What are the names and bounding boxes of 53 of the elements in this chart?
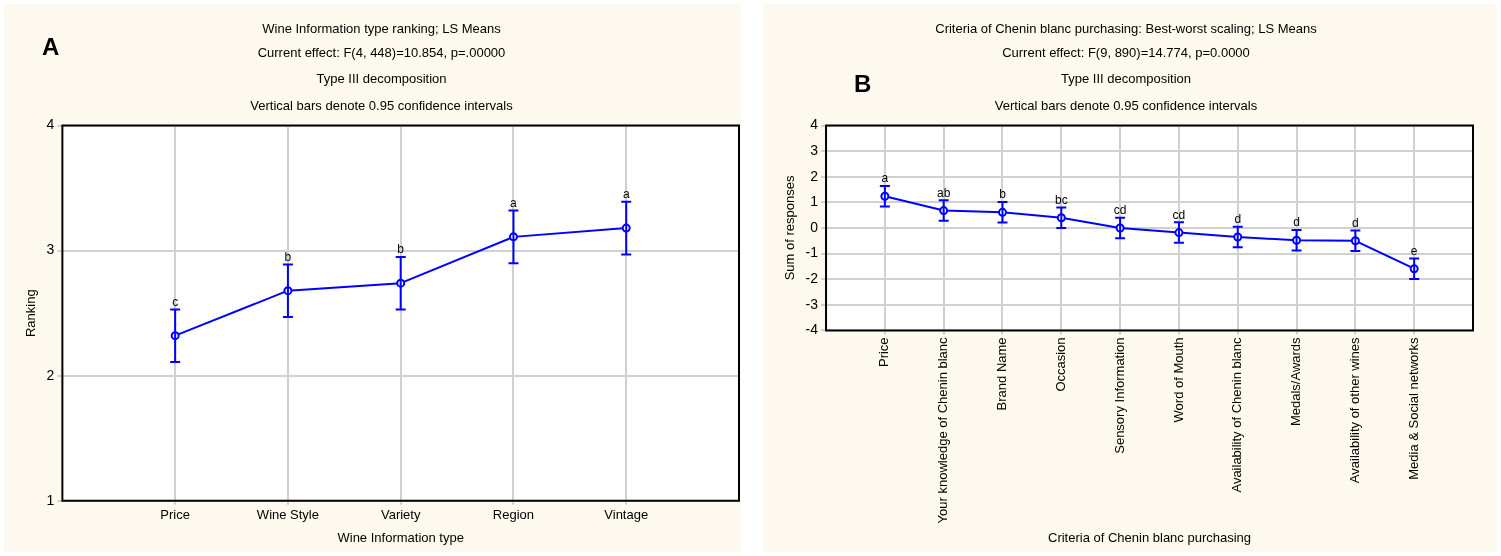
- y-axis-title: Ranking: [23, 289, 39, 338]
- x-tick-label: Occasion: [1052, 337, 1068, 392]
- x-axis-title: Criteria of Chenin blanc purchasing: [1047, 529, 1252, 545]
- annotation: a: [881, 171, 889, 186]
- x-tick-label: Availability of Chenin blanc: [1229, 336, 1245, 493]
- x-tick-label: Variety: [380, 507, 421, 523]
- x-tick-label: Price: [160, 507, 190, 523]
- x-tick-label: Word of Mouth: [1170, 337, 1186, 423]
- x-tick-label: Media & Social networks: [1405, 336, 1421, 480]
- x-axis-title: Wine Information type: [337, 529, 464, 545]
- y-axis-title: Sum of responses: [782, 175, 798, 281]
- annotation: b: [999, 187, 1007, 202]
- chart-subtitle: Current effect: F(9, 890)=14.774, p=0.0000 Type III decomposition Vertical bars denote 0.95 confidence intervals: [994, 44, 1258, 113]
- x-tick-label: Your knowledge of Chenin blanc: [935, 336, 951, 524]
- y-tick-label: 4: [810, 116, 819, 133]
- y-tick-label: 1: [810, 193, 819, 210]
- x-tick-label: Medals/Awards: [1288, 336, 1304, 427]
- annotation: d: [1234, 212, 1242, 227]
- annotation: cd: [1172, 207, 1186, 222]
- x-tick-label: Brand Name: [994, 337, 1010, 411]
- y-tick-label: 4: [46, 116, 55, 133]
- y-tick-label: -2: [805, 270, 819, 287]
- annotation: ab: [937, 185, 951, 200]
- annotation: bc: [1054, 192, 1068, 207]
- text: A: [42, 33, 60, 60]
- y-tick-label: 3: [810, 142, 819, 159]
- y-tick-label: 2: [46, 366, 55, 383]
- chart-title: Criteria of Chenin blanc purchasing: Best-worst scaling; LS Means: [935, 21, 1318, 37]
- x-tick-label: Vintage: [604, 507, 649, 523]
- text: B: [854, 70, 872, 97]
- y-tick-label: 0: [810, 218, 819, 235]
- y-tick-label: 2: [810, 167, 819, 184]
- annotation: a: [622, 187, 630, 202]
- y-tick-label: -3: [805, 295, 819, 312]
- y-tick-label: -4: [805, 321, 819, 338]
- y-tick-label: 1: [46, 491, 55, 508]
- x-tick-label: Region: [492, 507, 535, 523]
- annotation: e: [1410, 243, 1418, 258]
- y-tick-label: -1: [805, 244, 819, 261]
- annotation: c: [172, 294, 179, 309]
- annotation: cd: [1113, 203, 1127, 218]
- chart-subtitle: Current effect: F(4, 448)=10.854, p=.00000 Type III decomposition Vertical bars denote 0.95 confidence intervals: [250, 44, 514, 113]
- annotation: b: [397, 242, 405, 257]
- annotation: d: [1352, 215, 1359, 230]
- annotation: b: [284, 249, 292, 264]
- x-tick-label: Price: [876, 337, 892, 368]
- chart-title: Wine Information type ranking; LS Means: [262, 21, 502, 37]
- annotation: d: [1293, 215, 1300, 230]
- y-tick-label: 3: [46, 241, 55, 258]
- x-tick-label: Sensory Information: [1111, 337, 1127, 454]
- annotation: a: [510, 195, 518, 210]
- x-tick-label: Wine Style: [256, 507, 319, 523]
- x-tick-label: Availability of other wines: [1346, 336, 1362, 484]
